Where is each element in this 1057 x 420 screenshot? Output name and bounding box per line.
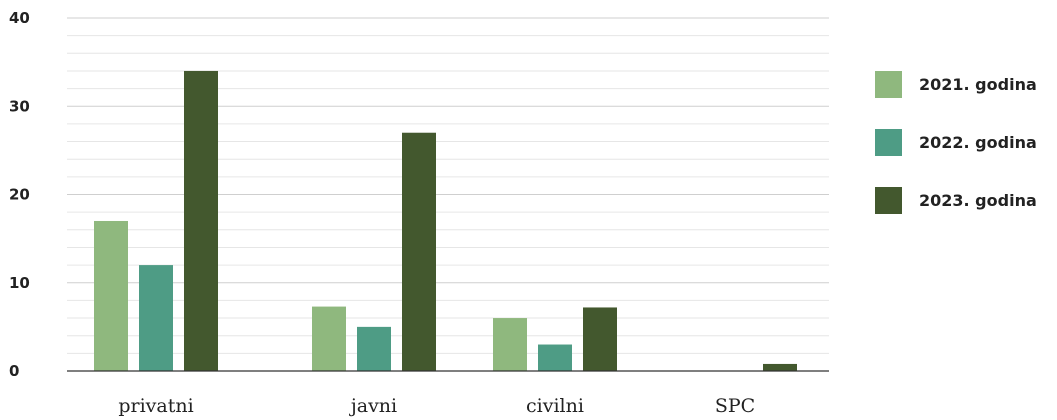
x-axis-ticks: privatni javni civilni SPC bbox=[118, 395, 755, 417]
legend-item: 2021. godina bbox=[875, 70, 1037, 98]
legend-label: 2021. godina bbox=[919, 74, 1037, 94]
bar-spc-2023 bbox=[763, 363, 797, 371]
chart-legend: 2021. godina 2022. godina 2023. godina bbox=[875, 70, 1037, 244]
y-tick-label: 0 bbox=[9, 362, 19, 380]
bar-civilni-2021 bbox=[493, 318, 527, 371]
x-tick-label: SPC bbox=[715, 395, 755, 417]
legend-item: 2022. godina bbox=[875, 128, 1037, 156]
y-axis-ticks: 0 10 20 30 40 bbox=[9, 9, 30, 380]
bars bbox=[94, 70, 797, 371]
bar-javni-2022 bbox=[357, 326, 391, 371]
y-tick-label: 40 bbox=[9, 9, 30, 27]
bar-javni-2023 bbox=[402, 132, 436, 371]
legend-swatch bbox=[875, 186, 902, 214]
bar-privatni-2023 bbox=[184, 70, 218, 371]
legend-label: 2022. godina bbox=[919, 132, 1037, 152]
y-tick-label: 20 bbox=[9, 186, 30, 204]
bar-privatni-2022 bbox=[139, 265, 173, 371]
legend-label: 2023. godina bbox=[919, 190, 1037, 210]
bar-privatni-2021 bbox=[94, 220, 128, 371]
bar-javni-2021 bbox=[312, 306, 346, 371]
legend-swatch bbox=[875, 128, 902, 156]
legend-swatch bbox=[875, 70, 902, 98]
x-tick-label: civilni bbox=[526, 395, 584, 417]
gridlines bbox=[67, 17, 829, 354]
y-tick-label: 10 bbox=[9, 274, 30, 292]
bar-civilni-2023 bbox=[583, 307, 617, 371]
y-tick-label: 30 bbox=[9, 97, 30, 115]
bar-civilni-2022 bbox=[538, 344, 572, 371]
x-tick-label: privatni bbox=[118, 395, 193, 417]
x-tick-label: javni bbox=[349, 395, 397, 417]
legend-item: 2023. godina bbox=[875, 186, 1037, 214]
